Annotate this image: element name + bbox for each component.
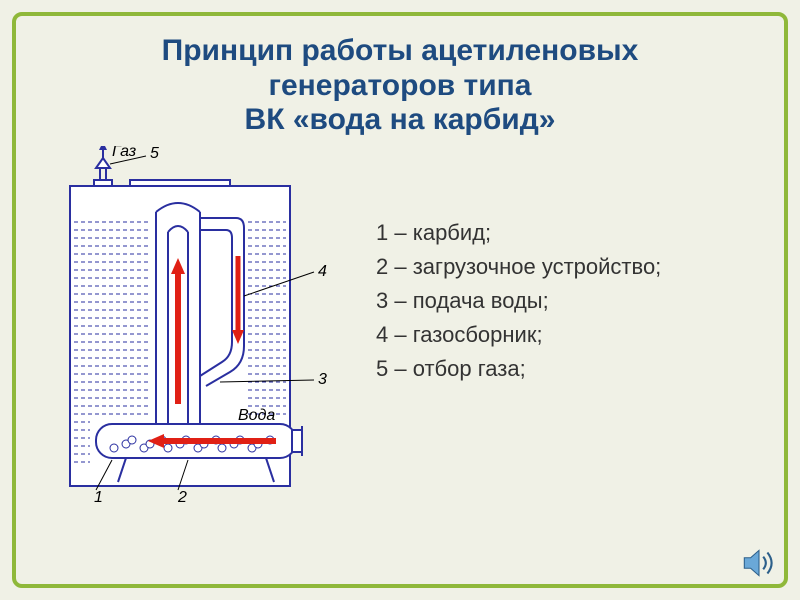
title-line: ВК «вода на карбид» bbox=[38, 103, 762, 138]
slide: Принцип работы ацетиленовых генераторов … bbox=[0, 0, 800, 600]
diagram: Газ 5 4 3 Вода 2 1 bbox=[38, 146, 358, 506]
svg-text:Вода: Вода bbox=[238, 407, 275, 424]
legend-num: 3 bbox=[376, 288, 388, 313]
legend-num: 5 bbox=[376, 356, 388, 381]
diagram-svg: Газ 5 4 3 Вода 2 1 bbox=[38, 146, 358, 506]
legend-text: отбор газа; bbox=[413, 356, 526, 381]
legend-text: загрузочное устройство; bbox=[413, 254, 662, 279]
legend: 1 – карбид; 2 – загрузочное устройство; … bbox=[376, 146, 762, 386]
legend-num: 1 bbox=[376, 220, 388, 245]
svg-text:2: 2 bbox=[177, 489, 187, 506]
svg-text:5: 5 bbox=[150, 146, 159, 162]
svg-text:3: 3 bbox=[318, 371, 327, 388]
svg-text:Газ: Газ bbox=[112, 146, 136, 160]
legend-num: 2 bbox=[376, 254, 388, 279]
legend-item: 5 – отбор газа; bbox=[376, 352, 762, 386]
content-row: Газ 5 4 3 Вода 2 1 1 – карбид; 2 – загрузочное… bbox=[38, 146, 762, 506]
title-line: генераторов типа bbox=[38, 69, 762, 104]
legend-text: газосборник; bbox=[413, 322, 543, 347]
svg-text:4: 4 bbox=[318, 263, 327, 280]
legend-item: 1 – карбид; bbox=[376, 216, 762, 250]
legend-num: 4 bbox=[376, 322, 388, 347]
sound-icon bbox=[738, 542, 780, 584]
slide-frame: Принцип работы ацетиленовых генераторов … bbox=[12, 12, 788, 588]
svg-text:1: 1 bbox=[94, 489, 103, 506]
slide-title: Принцип работы ацетиленовых генераторов … bbox=[38, 34, 762, 138]
legend-item: 4 – газосборник; bbox=[376, 318, 762, 352]
legend-text: карбид; bbox=[413, 220, 491, 245]
title-line: Принцип работы ацетиленовых bbox=[38, 34, 762, 69]
legend-item: 2 – загрузочное устройство; bbox=[376, 250, 762, 284]
legend-item: 3 – подача воды; bbox=[376, 284, 762, 318]
legend-text: подача воды; bbox=[413, 288, 549, 313]
